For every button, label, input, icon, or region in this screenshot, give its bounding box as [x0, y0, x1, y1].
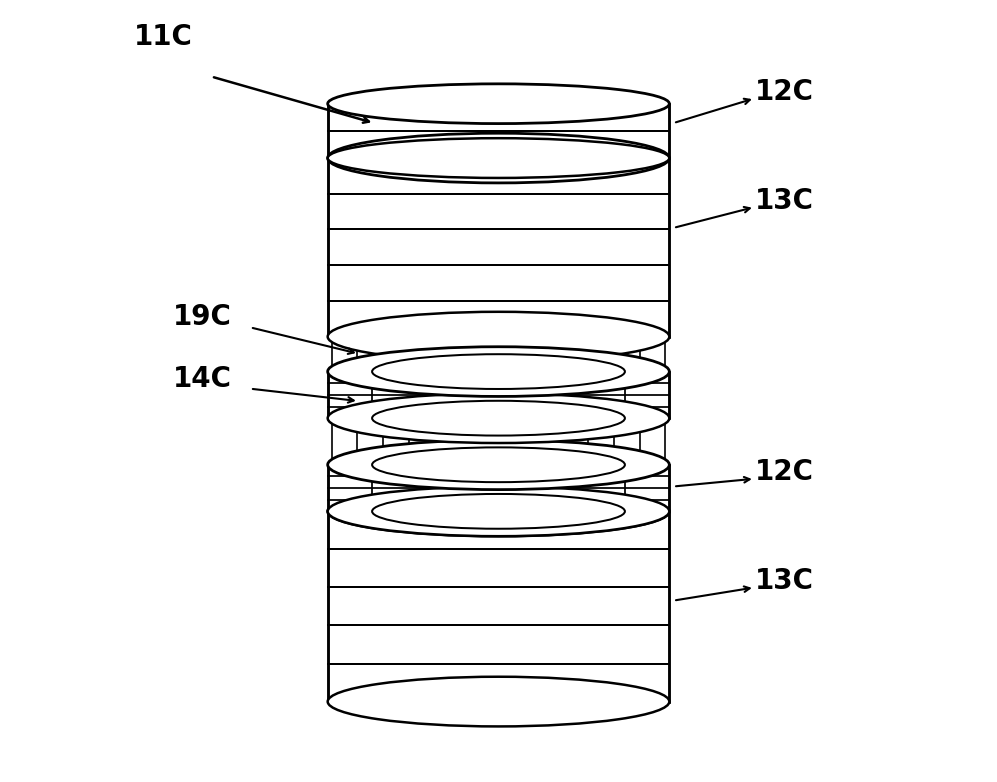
- Ellipse shape: [328, 676, 669, 726]
- Ellipse shape: [328, 346, 669, 396]
- Ellipse shape: [328, 133, 669, 183]
- Text: 19C: 19C: [172, 303, 231, 331]
- Text: 12C: 12C: [755, 458, 814, 486]
- Ellipse shape: [328, 440, 669, 490]
- Text: 11C: 11C: [134, 23, 192, 52]
- Polygon shape: [328, 194, 669, 229]
- Text: 13C: 13C: [755, 567, 814, 595]
- Polygon shape: [328, 511, 669, 550]
- Ellipse shape: [328, 84, 669, 124]
- Polygon shape: [372, 465, 625, 511]
- Text: 12C: 12C: [755, 78, 814, 106]
- Polygon shape: [328, 158, 669, 194]
- Polygon shape: [328, 626, 669, 664]
- Text: 13C: 13C: [755, 187, 814, 214]
- Polygon shape: [328, 301, 669, 336]
- Polygon shape: [328, 104, 669, 131]
- Ellipse shape: [328, 393, 669, 443]
- Ellipse shape: [328, 486, 669, 536]
- Ellipse shape: [328, 486, 669, 536]
- Ellipse shape: [372, 354, 625, 389]
- Polygon shape: [328, 587, 669, 626]
- Polygon shape: [328, 229, 669, 265]
- Text: 14C: 14C: [172, 365, 231, 393]
- Polygon shape: [328, 131, 669, 158]
- Polygon shape: [328, 265, 669, 301]
- Polygon shape: [328, 550, 669, 587]
- Ellipse shape: [372, 494, 625, 529]
- Ellipse shape: [372, 401, 625, 436]
- Polygon shape: [372, 371, 625, 418]
- Polygon shape: [328, 664, 669, 701]
- Polygon shape: [328, 465, 669, 511]
- Polygon shape: [328, 371, 669, 418]
- Ellipse shape: [372, 447, 625, 482]
- Ellipse shape: [328, 138, 669, 178]
- Ellipse shape: [328, 312, 669, 361]
